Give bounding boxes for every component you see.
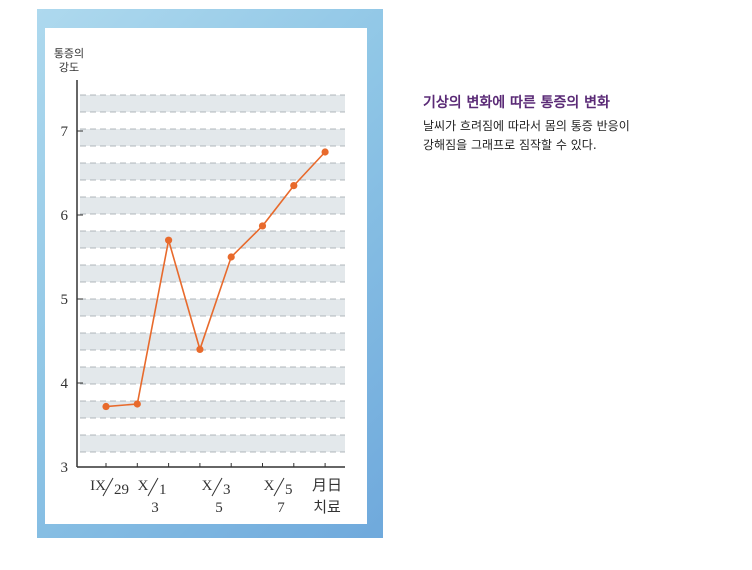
grid-band-4 (80, 231, 345, 248)
x-tick-below-4: 치료 (313, 499, 341, 516)
grid-band-0 (80, 95, 345, 112)
grid-band-7 (80, 333, 345, 350)
x-tick-label-4: 月日 (312, 478, 342, 494)
x-tick-sublabel-3: 5 (285, 482, 293, 498)
y-tick-label-0: 3 (61, 460, 69, 476)
x-tick-below-2: 5 (215, 500, 223, 516)
x-tick-label-1: X (138, 478, 149, 494)
data-point-1 (133, 400, 141, 408)
x-tick-slash-3 (273, 477, 285, 497)
y-ticks: 3 4 5 6 7 (61, 124, 83, 476)
y-axis-label-line-0: 통증의 (54, 47, 84, 60)
data-point-0 (102, 402, 110, 411)
grid-band-3 (80, 197, 345, 214)
series-group (102, 148, 329, 411)
data-point-3 (196, 345, 204, 353)
caption-body: 날씨가 흐려짐에 따라서 몸의 통증 반응이 강해짐을 그래프로 짐작할 수 있… (423, 117, 723, 155)
grid-band-8 (80, 367, 345, 384)
y-tick-label-2: 5 (61, 292, 69, 308)
data-point-2 (165, 236, 173, 244)
data-point-6 (290, 182, 298, 190)
x-tick-sublabel-1: 1 (159, 482, 167, 498)
grid-bands (80, 94, 345, 453)
y-tick-label-3: 6 (61, 208, 69, 224)
data-point-4 (227, 253, 235, 261)
grid-band-10 (80, 435, 345, 452)
caption-title: 기상의 변화에 따른 통증의 변화 (423, 95, 610, 111)
grid-band-5 (80, 265, 345, 282)
series-line-0 (105, 151, 326, 408)
x-tick-slash-0 (102, 477, 114, 497)
x-tick-sublabel-0: 29 (114, 482, 129, 498)
grid-band-9 (80, 401, 345, 418)
caption: 기상의 변화에 따른 통증의 변화 날씨가 흐려짐에 따라서 몸의 통증 반응이… (423, 92, 723, 155)
x-tick-label-3: X (264, 478, 275, 494)
y-tick-label-1: 4 (61, 376, 69, 392)
data-point-5 (258, 222, 267, 230)
x-tick-slash-1 (147, 477, 159, 497)
x-tick-label-0: IX (90, 478, 106, 494)
x-tick-label-2: X (202, 478, 213, 494)
data-point-7 (321, 148, 329, 156)
y-tick-label-4: 7 (61, 124, 69, 140)
grid-band-2 (80, 163, 345, 180)
caption-line-1: 날씨가 흐려짐에 따라서 몸의 통증 반응이 (423, 119, 630, 133)
caption-line-2: 강해짐을 그래프로 짐작할 수 있다. (423, 138, 597, 152)
grid-band-1 (80, 129, 345, 146)
x-tick-sublabel-2: 3 (223, 482, 231, 498)
y-axis-label-line-1: 강도 (59, 61, 79, 74)
x-tick-slash-2 (211, 477, 223, 497)
grid-band-6 (80, 299, 345, 316)
axes (76, 80, 345, 468)
x-tick-below-1: 3 (151, 500, 159, 516)
x-tick-below-3: 7 (277, 500, 285, 516)
